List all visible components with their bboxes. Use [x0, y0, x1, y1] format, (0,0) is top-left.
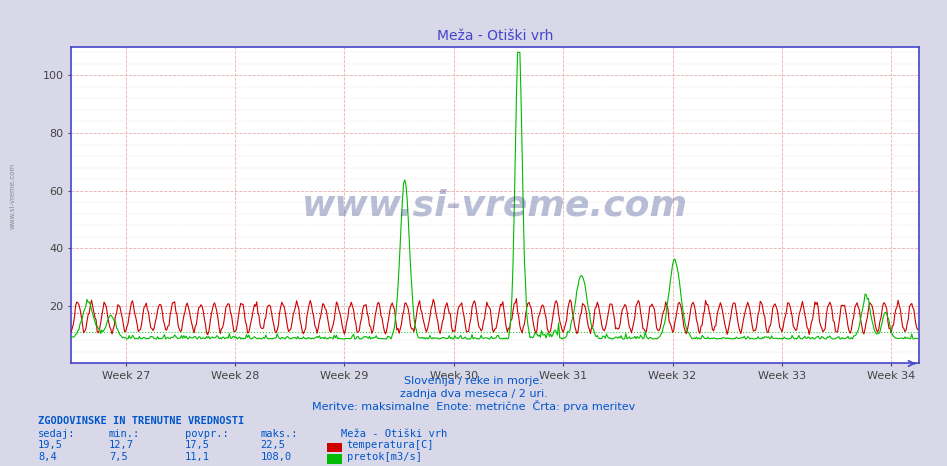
Text: 7,5: 7,5 — [109, 452, 128, 462]
Text: 108,0: 108,0 — [260, 452, 292, 462]
Text: www.si-vreme.com: www.si-vreme.com — [302, 188, 688, 222]
Text: 19,5: 19,5 — [38, 440, 63, 450]
Text: Meritve: maksimalne  Enote: metrične  Črta: prva meritev: Meritve: maksimalne Enote: metrične Črta… — [312, 400, 635, 411]
Text: 22,5: 22,5 — [260, 440, 285, 450]
Text: ZGODOVINSKE IN TRENUTNE VREDNOSTI: ZGODOVINSKE IN TRENUTNE VREDNOSTI — [38, 416, 244, 426]
Text: Slovenija / reke in morje.: Slovenija / reke in morje. — [404, 377, 543, 386]
Text: Meža - Otiški vrh: Meža - Otiški vrh — [341, 429, 447, 439]
Text: 8,4: 8,4 — [38, 452, 57, 462]
Text: temperatura[C]: temperatura[C] — [347, 440, 434, 450]
Text: min.:: min.: — [109, 429, 140, 439]
Text: maks.:: maks.: — [260, 429, 298, 439]
Title: Meža - Otiški vrh: Meža - Otiški vrh — [437, 28, 553, 43]
Text: www.si-vreme.com: www.si-vreme.com — [9, 163, 15, 229]
Text: 12,7: 12,7 — [109, 440, 134, 450]
Text: 17,5: 17,5 — [185, 440, 209, 450]
Text: sedaj:: sedaj: — [38, 429, 76, 439]
Text: zadnja dva meseca / 2 uri.: zadnja dva meseca / 2 uri. — [400, 389, 547, 399]
Text: 11,1: 11,1 — [185, 452, 209, 462]
Text: povpr.:: povpr.: — [185, 429, 228, 439]
Text: pretok[m3/s]: pretok[m3/s] — [347, 452, 421, 462]
